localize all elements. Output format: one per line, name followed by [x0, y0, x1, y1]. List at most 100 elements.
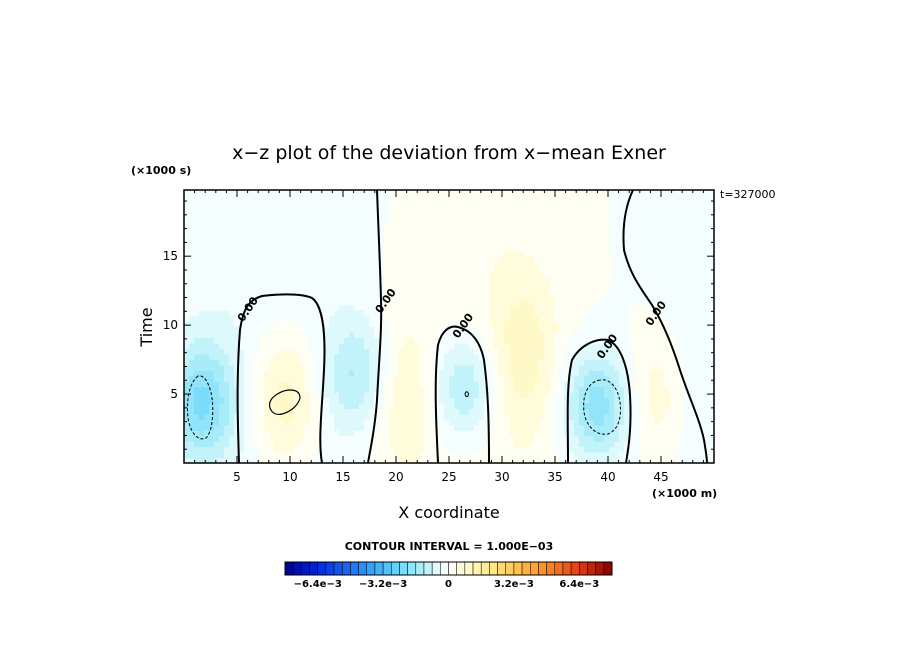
heatmap-cell — [614, 266, 620, 273]
heatmap-cell — [259, 381, 265, 388]
heatmap-cell — [404, 277, 410, 284]
heatmap-cell — [564, 397, 570, 404]
heatmap-cell — [514, 337, 520, 344]
heatmap-cell — [484, 304, 490, 311]
heatmap-cell — [664, 228, 670, 235]
heatmap-cell — [399, 288, 405, 295]
heatmap-cell — [339, 233, 345, 240]
heatmap-cell — [219, 271, 225, 278]
heatmap-cell — [514, 381, 520, 388]
heatmap-cell — [649, 310, 655, 317]
heatmap-cell — [369, 315, 375, 322]
heatmap-cell — [249, 304, 255, 311]
heatmap-cell — [539, 277, 545, 284]
heatmap-cell — [609, 260, 615, 268]
heatmap-cell — [524, 239, 530, 246]
heatmap-cell — [529, 408, 535, 415]
heatmap-cell — [689, 228, 695, 235]
heatmap-cell — [314, 413, 320, 420]
heatmap-cell — [654, 266, 660, 273]
heatmap-cell — [429, 392, 435, 399]
heatmap-cell — [279, 419, 285, 426]
heatmap-cell — [374, 348, 380, 355]
heatmap-cell — [299, 441, 305, 448]
heatmap-cell — [514, 211, 520, 218]
heatmap-cell — [209, 250, 215, 257]
heatmap-cell — [229, 392, 235, 399]
heatmap-cell — [334, 250, 340, 257]
heatmap-cell — [474, 244, 480, 251]
heatmap-cell — [504, 424, 510, 431]
heatmap-cell — [439, 250, 445, 257]
heatmap-cell — [224, 266, 230, 273]
heatmap-cell — [279, 326, 285, 333]
heatmap-cell — [219, 321, 225, 328]
heatmap-cell — [364, 260, 370, 268]
heatmap-cell — [534, 293, 540, 300]
heatmap-cell — [359, 348, 365, 355]
heatmap-cell — [349, 293, 355, 300]
heatmap-cell — [394, 206, 400, 213]
heatmap-cell — [409, 293, 415, 300]
heatmap-cell — [309, 353, 315, 360]
heatmap-cell — [569, 408, 575, 415]
heatmap-cell — [354, 457, 360, 464]
heatmap-cell — [349, 239, 355, 246]
heatmap-cell — [459, 244, 465, 251]
heatmap-cell — [559, 271, 565, 278]
heatmap-cell — [324, 222, 330, 229]
heatmap-cell — [629, 282, 635, 289]
heatmap-cell — [224, 200, 230, 207]
heatmap-cell — [484, 206, 490, 213]
heatmap-cell — [544, 392, 550, 399]
heatmap-cell — [459, 359, 465, 366]
heatmap-cell — [214, 222, 220, 229]
heatmap-cell — [589, 430, 595, 437]
heatmap-cell — [439, 446, 445, 453]
heatmap-cell — [259, 326, 265, 333]
heatmap-cell — [344, 304, 350, 311]
heatmap-cell — [304, 435, 310, 442]
heatmap-cell — [644, 266, 650, 273]
heatmap-cell — [519, 435, 525, 442]
heatmap-cell — [509, 321, 515, 328]
heatmap-cell — [269, 239, 275, 246]
heatmap-cell — [269, 452, 275, 459]
heatmap-cell — [299, 457, 305, 464]
heatmap-cell — [419, 397, 425, 404]
heatmap-cell — [319, 299, 325, 306]
heatmap-cell — [459, 364, 465, 371]
heatmap-cell — [214, 331, 220, 339]
heatmap-cell — [439, 288, 445, 295]
heatmap-cell — [244, 326, 250, 333]
heatmap-cell — [264, 408, 270, 415]
heatmap-cell — [539, 211, 545, 218]
heatmap-cell — [409, 364, 415, 371]
heatmap-cell — [334, 430, 340, 437]
heatmap-cell — [254, 419, 260, 426]
heatmap-cell — [289, 359, 295, 366]
heatmap-cell — [389, 282, 395, 289]
heatmap-cell — [429, 299, 435, 306]
heatmap-cell — [664, 364, 670, 371]
heatmap-cell — [639, 321, 645, 328]
heatmap-cell — [634, 386, 640, 393]
heatmap-cell — [604, 419, 610, 426]
heatmap-cell — [319, 364, 325, 371]
heatmap-cell — [564, 435, 570, 442]
heatmap-cell — [684, 424, 690, 431]
heatmap-cell — [574, 441, 580, 448]
heatmap-cell — [644, 348, 650, 355]
heatmap-cell — [399, 430, 405, 437]
heatmap-cell — [264, 392, 270, 399]
heatmap-cell — [209, 348, 215, 355]
heatmap-cell — [549, 271, 555, 278]
heatmap-cell — [429, 370, 435, 377]
heatmap-cell — [309, 271, 315, 278]
heatmap-cell — [584, 408, 590, 415]
heatmap-cell — [344, 446, 350, 453]
heatmap-cell — [694, 397, 700, 404]
heatmap-cell — [589, 419, 595, 426]
heatmap-cell — [574, 293, 580, 300]
heatmap-cell — [474, 315, 480, 322]
